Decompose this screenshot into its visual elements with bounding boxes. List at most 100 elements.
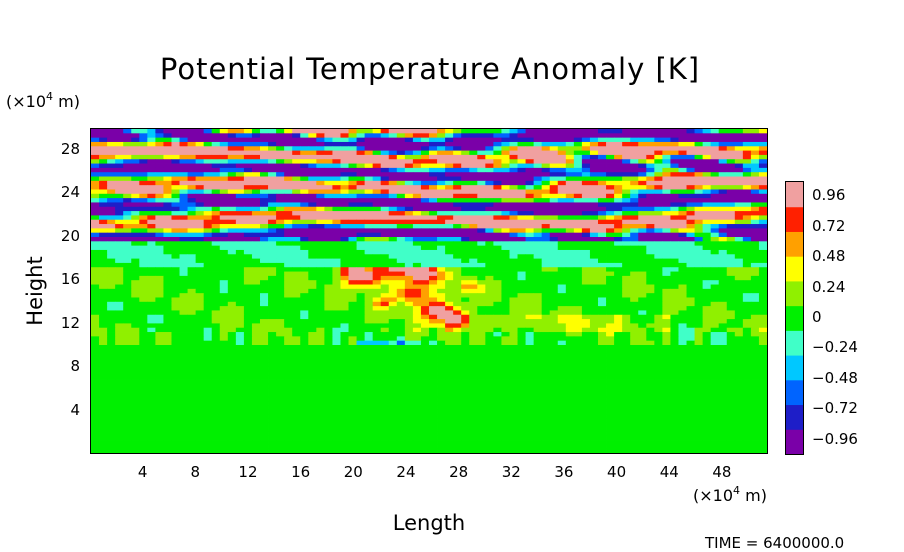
heatmap-cell — [558, 315, 566, 320]
heatmap-cell — [614, 172, 622, 177]
heatmap-cell — [678, 237, 686, 242]
heatmap-cell — [542, 207, 550, 212]
heatmap-cell — [365, 375, 373, 380]
heatmap-cell — [735, 289, 743, 294]
heatmap-cell — [91, 177, 99, 182]
heatmap-cell — [735, 328, 743, 333]
heatmap-cell — [163, 323, 171, 328]
heatmap-cell — [196, 332, 204, 337]
heatmap-cell — [429, 328, 437, 333]
heatmap-cell — [131, 332, 139, 337]
heatmap-cell — [759, 250, 767, 255]
heatmap-cell — [429, 250, 437, 255]
heatmap-cell — [566, 185, 574, 190]
heatmap-cell — [638, 228, 646, 233]
heatmap-cell — [558, 129, 566, 134]
heatmap-cell — [107, 246, 115, 251]
heatmap-cell — [461, 129, 469, 134]
heatmap-cell — [389, 267, 397, 272]
heatmap-cell — [606, 319, 614, 324]
heatmap-cell — [107, 362, 115, 367]
heatmap-cell — [670, 181, 678, 186]
heatmap-cell — [389, 345, 397, 350]
heatmap-cell — [300, 246, 308, 251]
heatmap-cell — [147, 302, 155, 307]
heatmap-cell — [598, 246, 606, 251]
heatmap-cell — [220, 250, 228, 255]
heatmap-cell — [236, 259, 244, 264]
heatmap-cell — [461, 215, 469, 220]
heatmap-cell — [509, 151, 517, 156]
heatmap-cell — [405, 168, 413, 173]
heatmap-cell — [276, 371, 284, 376]
heatmap-cell — [735, 367, 743, 372]
heatmap-cell — [501, 263, 509, 268]
heatmap-cell — [357, 172, 365, 177]
heatmap-cell — [204, 198, 212, 203]
heatmap-cell — [252, 159, 260, 164]
heatmap-cell — [236, 151, 244, 156]
heatmap-cell — [413, 202, 421, 207]
heatmap-cell — [526, 367, 534, 372]
heatmap-cell — [735, 159, 743, 164]
heatmap-cell — [397, 280, 405, 285]
heatmap-cell — [107, 189, 115, 194]
heatmap-cell — [196, 181, 204, 186]
heatmap-cell — [638, 336, 646, 341]
heatmap-cell — [751, 189, 759, 194]
heatmap-cell — [228, 297, 236, 302]
heatmap-cell — [445, 319, 453, 324]
heatmap-cell — [308, 332, 316, 337]
heatmap-cell — [735, 237, 743, 242]
heatmap-cell — [236, 285, 244, 290]
heatmap-cell — [501, 349, 509, 354]
heatmap-cell — [389, 228, 397, 233]
heatmap-cell — [413, 272, 421, 277]
heatmap-cell — [453, 345, 461, 350]
heatmap-cell — [574, 237, 582, 242]
heatmap-cell — [606, 164, 614, 169]
heatmap-cell — [421, 172, 429, 177]
heatmap-cell — [316, 254, 324, 259]
heatmap-cell — [316, 371, 324, 376]
heatmap-cell — [598, 129, 606, 134]
heatmap-cell — [469, 207, 477, 212]
heatmap-cell — [678, 306, 686, 311]
heatmap-cell — [566, 293, 574, 298]
heatmap-cell — [91, 250, 99, 255]
heatmap-cell — [188, 228, 196, 233]
heatmap-cell — [324, 181, 332, 186]
heatmap-cell — [501, 146, 509, 151]
heatmap-cell — [703, 241, 711, 246]
heatmap-cell — [131, 280, 139, 285]
heatmap-cell — [501, 159, 509, 164]
heatmap-cell — [711, 297, 719, 302]
heatmap-cell — [598, 181, 606, 186]
heatmap-cell — [711, 341, 719, 346]
heatmap-cell — [340, 349, 348, 354]
heatmap-cell — [220, 211, 228, 216]
heatmap-cell — [453, 207, 461, 212]
heatmap-cell — [542, 319, 550, 324]
heatmap-cell — [316, 237, 324, 242]
heatmap-cell — [99, 198, 107, 203]
heatmap-cell — [413, 319, 421, 324]
heatmap-cell — [300, 129, 308, 134]
heatmap-cell — [590, 263, 598, 268]
heatmap-cell — [429, 228, 437, 233]
heatmap-cell — [526, 293, 534, 298]
heatmap-cell — [147, 306, 155, 311]
heatmap-cell — [606, 362, 614, 367]
heatmap-cell — [365, 297, 373, 302]
heatmap-cell — [131, 133, 139, 138]
heatmap-cell — [638, 367, 646, 372]
heatmap-cell — [212, 129, 220, 134]
heatmap-cell — [429, 285, 437, 290]
heatmap-cell — [727, 168, 735, 173]
heatmap-cell — [622, 289, 630, 294]
heatmap-cell — [147, 250, 155, 255]
heatmap-cell — [574, 129, 582, 134]
heatmap-cell — [558, 345, 566, 350]
heatmap-cell — [373, 194, 381, 199]
heatmap-cell — [163, 189, 171, 194]
